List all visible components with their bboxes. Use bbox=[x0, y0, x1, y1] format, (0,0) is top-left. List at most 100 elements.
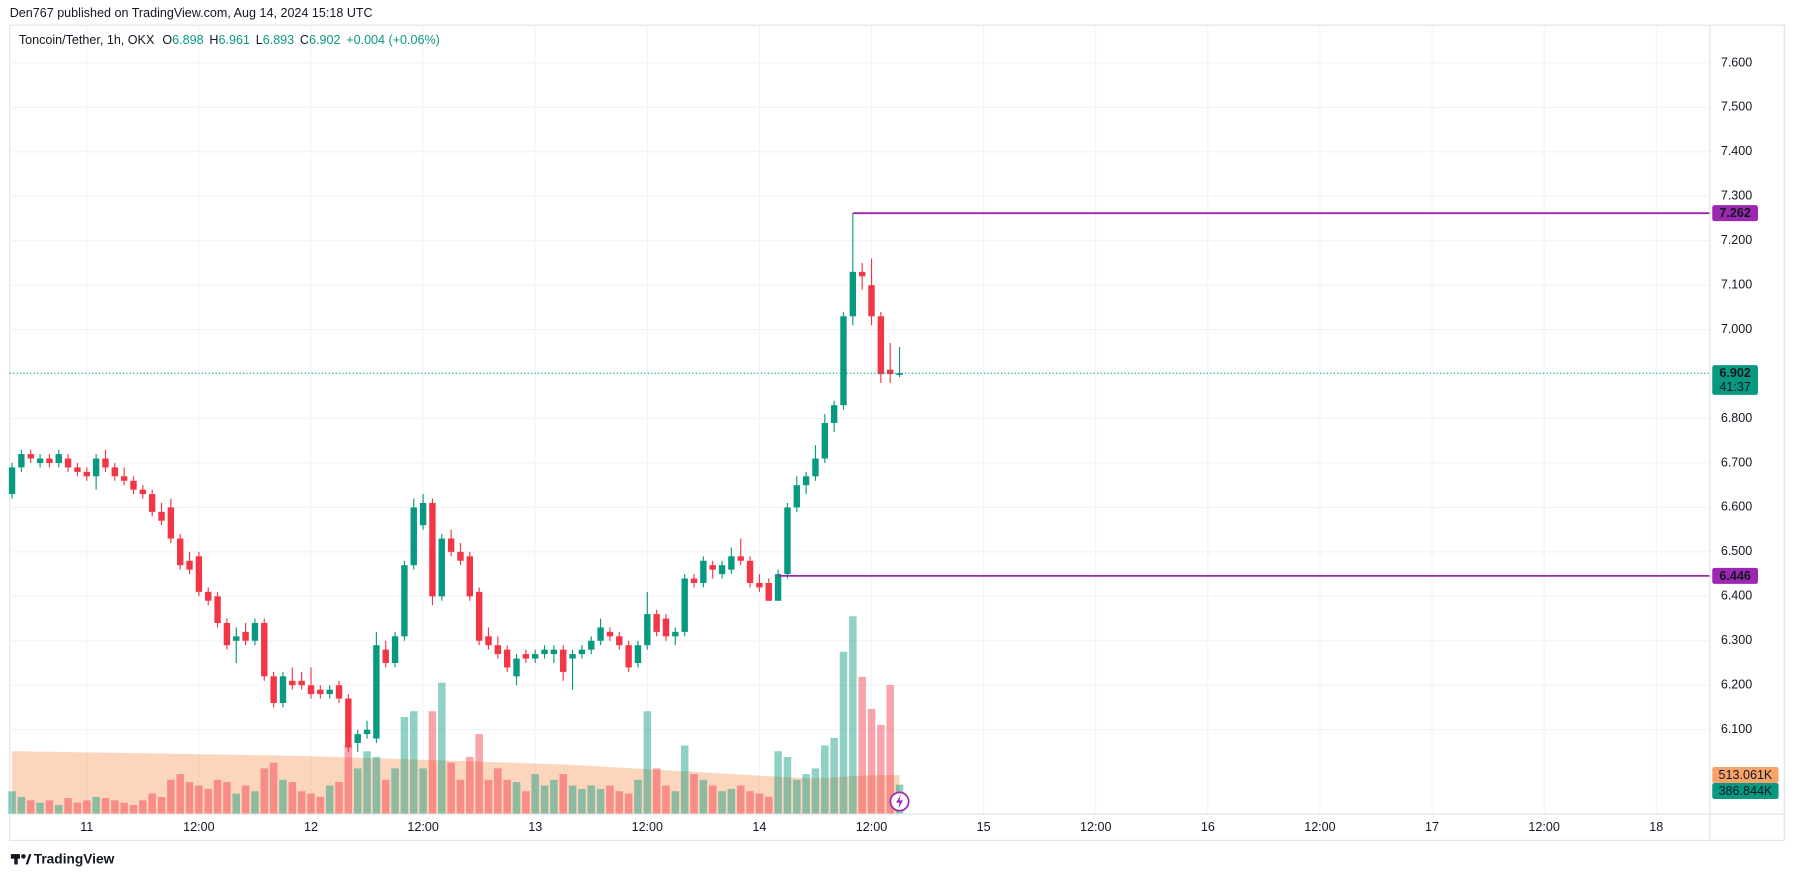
volume-bar bbox=[83, 800, 91, 815]
candle-body bbox=[728, 556, 735, 570]
candle-body bbox=[186, 560, 193, 570]
candle-body bbox=[606, 631, 614, 637]
volume-bar bbox=[148, 793, 156, 815]
candle-body bbox=[401, 565, 408, 637]
volume-bar bbox=[652, 768, 661, 815]
volume-bar bbox=[615, 791, 624, 815]
volume-bar bbox=[699, 779, 708, 815]
ohlc-prefix: H bbox=[209, 33, 218, 47]
volume-bar bbox=[176, 774, 184, 815]
candle-body bbox=[821, 422, 829, 459]
candle-body bbox=[36, 458, 44, 463]
last-price-label: 6.902 bbox=[1719, 366, 1750, 380]
candle-body bbox=[531, 654, 539, 659]
candle-body bbox=[289, 680, 296, 686]
volume-bar bbox=[867, 708, 876, 815]
candle-body bbox=[205, 591, 212, 601]
volume-bar bbox=[727, 788, 736, 815]
candle-body bbox=[653, 614, 660, 632]
candle-body bbox=[195, 556, 203, 592]
volume-bar bbox=[764, 796, 773, 815]
volume-bar bbox=[297, 791, 306, 815]
volume-bar bbox=[456, 779, 465, 815]
candle-body bbox=[644, 614, 651, 646]
candle-body bbox=[251, 622, 259, 641]
volume-bar bbox=[568, 785, 577, 815]
symbol: Toncoin/Tether, 1h, OKX bbox=[19, 33, 155, 47]
candle-body bbox=[177, 538, 184, 566]
ohlc-value: 6.893 bbox=[263, 33, 294, 47]
volume-bar bbox=[466, 756, 474, 815]
candle-body bbox=[326, 689, 333, 695]
candle-body bbox=[737, 556, 744, 561]
candle-body bbox=[74, 467, 81, 472]
candle-body bbox=[494, 645, 502, 655]
volume-bar bbox=[391, 768, 399, 815]
volume-bar bbox=[849, 616, 857, 815]
y-tick-label: 6.500 bbox=[1721, 544, 1752, 558]
volume-bar bbox=[550, 779, 558, 815]
candle-body bbox=[672, 631, 679, 637]
x-tick-label: 14 bbox=[752, 820, 766, 834]
candle-body bbox=[242, 631, 249, 641]
y-tick-label: 6.300 bbox=[1721, 633, 1752, 647]
volume-label: 386.844K bbox=[1719, 784, 1773, 798]
volume-bar bbox=[596, 788, 605, 815]
volume-bar bbox=[213, 779, 222, 815]
volume-bar bbox=[559, 774, 568, 815]
x-tick-label: 18 bbox=[1649, 820, 1663, 834]
candle-body bbox=[896, 373, 903, 375]
volume-bar bbox=[783, 756, 792, 815]
x-tick-label: 12:00 bbox=[856, 820, 887, 834]
candle-body bbox=[503, 649, 511, 668]
candle-body bbox=[774, 574, 782, 601]
y-tick-label: 6.800 bbox=[1721, 411, 1752, 425]
candle-body bbox=[541, 649, 548, 655]
volume-bar bbox=[428, 711, 437, 815]
candle-body bbox=[447, 538, 455, 552]
ohlc-prefix: C bbox=[300, 33, 309, 47]
candle-body bbox=[8, 467, 16, 495]
x-tick-label: 12:00 bbox=[407, 820, 438, 834]
candle-body bbox=[457, 551, 464, 561]
volume-bar bbox=[802, 774, 810, 815]
candle-body bbox=[718, 565, 726, 575]
candle-body bbox=[261, 622, 268, 677]
candle-body bbox=[233, 636, 240, 641]
y-tick-label: 7.100 bbox=[1721, 278, 1752, 292]
volume-tag bbox=[1712, 783, 1779, 800]
candle-body bbox=[270, 676, 277, 703]
candle-body bbox=[373, 645, 380, 739]
volume-bar bbox=[774, 751, 782, 815]
candle-body bbox=[382, 649, 389, 663]
price-tag bbox=[1712, 567, 1758, 584]
volume-bar bbox=[662, 785, 670, 815]
volume-bar bbox=[54, 804, 63, 815]
y-tick-label: 7.000 bbox=[1721, 322, 1752, 336]
y-tick-label: 6.600 bbox=[1721, 500, 1752, 514]
volume-bar bbox=[512, 782, 521, 815]
y-tick-label: 7.600 bbox=[1721, 55, 1752, 69]
ohlc-value: 6.902 bbox=[309, 33, 340, 47]
x-tick-label: 12:00 bbox=[1080, 820, 1111, 834]
volume-bar bbox=[36, 802, 44, 815]
ohlc-value: 6.898 bbox=[172, 33, 203, 47]
volume-bar bbox=[335, 782, 343, 815]
overlay bbox=[9, 212, 1710, 812]
candle-body bbox=[223, 622, 231, 646]
candle-body bbox=[298, 680, 305, 686]
candle-body bbox=[18, 454, 25, 468]
candle-body bbox=[335, 685, 343, 699]
volume-bar bbox=[624, 793, 633, 815]
candle-body bbox=[784, 507, 791, 575]
candle-body bbox=[812, 458, 819, 477]
x-tick-label: 12:00 bbox=[1304, 820, 1335, 834]
volume-bar bbox=[643, 711, 652, 815]
volume-bar bbox=[484, 779, 493, 815]
candle-body bbox=[700, 560, 707, 583]
volume-bar bbox=[372, 756, 381, 815]
candle-body bbox=[625, 645, 632, 668]
volume-bar bbox=[269, 762, 278, 815]
volume-bar bbox=[363, 751, 371, 815]
